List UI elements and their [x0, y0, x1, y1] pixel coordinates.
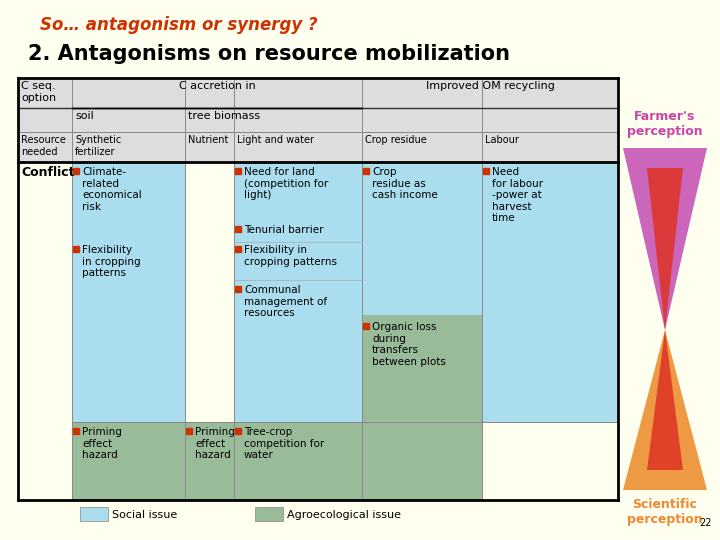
Text: soil: soil: [75, 111, 94, 121]
Text: tree biomass: tree biomass: [188, 111, 260, 121]
Text: Tenurial barrier: Tenurial barrier: [244, 225, 323, 235]
Text: Need for land
(competition for
light): Need for land (competition for light): [244, 167, 328, 200]
Bar: [72, 422, 185, 500]
Polygon shape: [623, 148, 707, 330]
Text: Labour: Labour: [485, 135, 519, 145]
Text: Flexibility
in cropping
patterns: Flexibility in cropping patterns: [82, 245, 140, 278]
Polygon shape: [647, 168, 683, 330]
Text: Need
for labour
-power at
harvest
time: Need for labour -power at harvest time: [492, 167, 543, 224]
Bar: [80, 507, 108, 521]
Text: Priming
effect
hazard: Priming effect hazard: [82, 427, 122, 460]
Text: Synthetic
fertilizer: Synthetic fertilizer: [75, 135, 121, 157]
Text: Light and water: Light and water: [237, 135, 314, 145]
Text: So… antagonism or synergy ?: So… antagonism or synergy ?: [40, 16, 318, 34]
Text: Agroecological issue: Agroecological issue: [287, 510, 401, 520]
Bar: [18, 78, 618, 162]
Text: Nutrient: Nutrient: [188, 135, 228, 145]
Bar: [362, 315, 482, 500]
Text: Crop residue: Crop residue: [365, 135, 427, 145]
Text: Tree-crop
competition for
water: Tree-crop competition for water: [244, 427, 324, 460]
Text: Priming
effect
hazard: Priming effect hazard: [195, 427, 235, 460]
Text: Flexibility in
cropping patterns: Flexibility in cropping patterns: [244, 245, 337, 267]
Text: 2. Antagonisms on resource mobilization: 2. Antagonisms on resource mobilization: [28, 44, 510, 64]
Text: 22: 22: [700, 518, 712, 528]
Text: Improved OM recycling: Improved OM recycling: [426, 81, 554, 91]
Text: Scientific
perception: Scientific perception: [627, 498, 703, 526]
Text: Conflict: Conflict: [21, 166, 74, 179]
Bar: [482, 162, 618, 422]
Text: Resource
needed: Resource needed: [21, 135, 66, 157]
Text: Organic loss
during
transfers
between plots: Organic loss during transfers between pl…: [372, 322, 446, 367]
Text: C seq.
option: C seq. option: [21, 81, 56, 103]
Bar: [234, 162, 362, 422]
Text: Communal
management of
resources: Communal management of resources: [244, 285, 327, 318]
Polygon shape: [623, 330, 707, 490]
Bar: [185, 422, 234, 500]
Bar: [234, 422, 362, 500]
Polygon shape: [647, 330, 683, 470]
Text: Farmer's
perception: Farmer's perception: [627, 110, 703, 138]
Text: Climate-
related
economical
risk: Climate- related economical risk: [82, 167, 142, 212]
Text: Crop
residue as
cash income: Crop residue as cash income: [372, 167, 438, 200]
Text: C accretion in: C accretion in: [179, 81, 256, 91]
Text: Social issue: Social issue: [112, 510, 177, 520]
Bar: [72, 162, 185, 422]
Bar: [362, 162, 482, 315]
Bar: [255, 507, 283, 521]
